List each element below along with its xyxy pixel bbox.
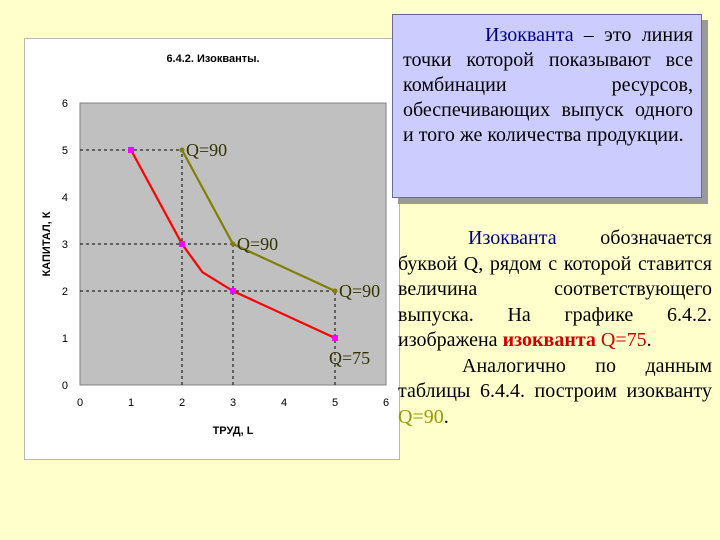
q75-point <box>332 335 338 341</box>
annotation-label: Q=75 <box>329 348 370 368</box>
paragraph-2-text: Аналогично по данным таблицы 6.4.4. пост… <box>398 354 712 403</box>
q90-point <box>179 147 185 153</box>
x-tick-label: 6 <box>383 397 389 409</box>
x-tick-label: 3 <box>230 397 236 409</box>
annotation-label: Q=90 <box>339 281 380 301</box>
y-tick-label: 6 <box>62 98 68 110</box>
x-tick-label: 4 <box>281 397 287 409</box>
term-isoquant: Изокванта <box>468 227 557 249</box>
term-isoquant-bold: изокванта <box>502 329 596 351</box>
definition-text: – это линия точки которой показывают все… <box>403 24 693 146</box>
q75-point <box>128 147 134 153</box>
annotation-label: Q=90 <box>237 234 278 254</box>
x-tick-label: 2 <box>179 397 185 409</box>
q90-point <box>332 288 338 294</box>
x-tick-label: 0 <box>77 397 83 409</box>
q90-label: Q=90 <box>398 405 444 428</box>
y-tick-label: 4 <box>62 192 68 204</box>
y-axis-title: КАПИТАЛ, К <box>41 211 53 276</box>
paragraph-1: Изокванта обозначается буквой Q, рядом с… <box>398 226 712 354</box>
x-axis-title: ТРУД, L <box>213 425 254 437</box>
definition-box: Изокванта – это линия точки которой пока… <box>392 14 702 198</box>
q75-label: Q=75 <box>600 329 647 351</box>
x-tick-label: 1 <box>128 397 134 409</box>
q90-point <box>230 241 236 247</box>
y-tick-label: 3 <box>62 239 68 251</box>
y-tick-label: 5 <box>62 145 68 157</box>
annotation-label: Q=90 <box>186 140 227 160</box>
explanation-text: Изокванта обозначается буквой Q, рядом с… <box>398 226 712 430</box>
y-tick-label: 1 <box>62 333 68 345</box>
chart-title: 6.4.2. Изокванты. <box>166 53 259 65</box>
series-layer: Q=90 Q=90 Q=90 Q=75 <box>128 140 380 368</box>
ticks-layer: 0 1 2 3 4 5 6 0 1 2 3 4 5 6 <box>62 98 389 409</box>
y-tick-label: 2 <box>62 286 68 298</box>
q75-point <box>230 288 236 294</box>
definition-term: Изокванта <box>485 24 574 46</box>
paragraph-1-text: обозначается буквой Q, рядом с которой с… <box>398 227 712 351</box>
paragraph-2: Аналогично по данным таблицы 6.4.4. пост… <box>398 354 712 431</box>
series-line-1 <box>181 149 336 292</box>
paragraph-1-end: . <box>646 329 652 351</box>
q75-point <box>179 241 185 247</box>
series-line-0 <box>130 149 336 339</box>
x-tick-label: 5 <box>332 397 338 409</box>
paragraph-2-end: . <box>443 405 449 428</box>
y-tick-label: 0 <box>62 380 68 392</box>
